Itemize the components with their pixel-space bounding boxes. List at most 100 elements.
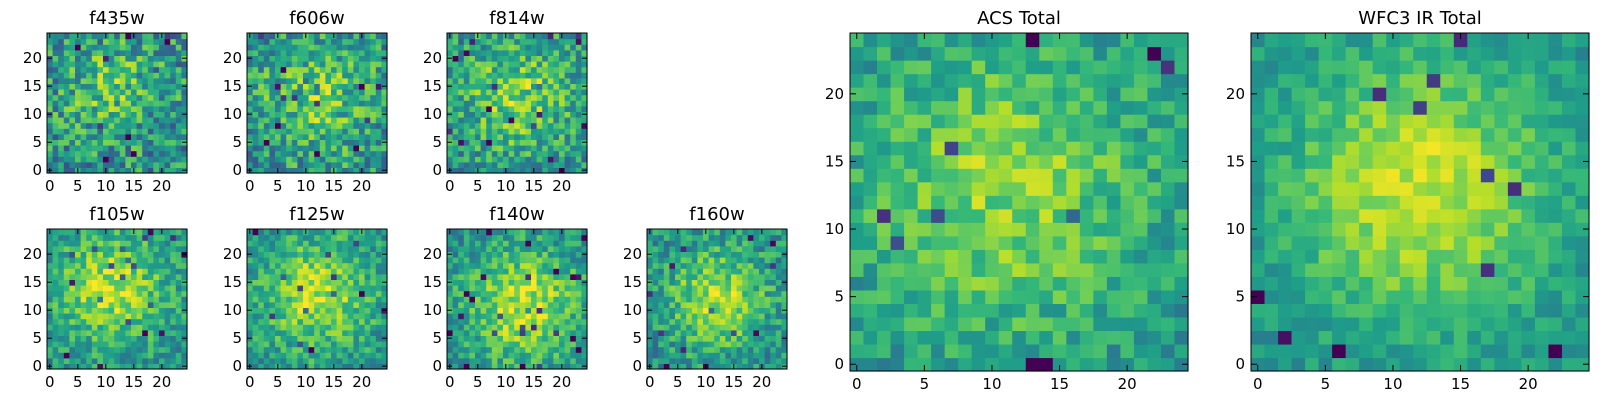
heatmap-cell	[136, 335, 143, 342]
heatmap-cell	[342, 38, 349, 45]
heatmap-cell	[497, 251, 504, 258]
heatmap-cell	[542, 61, 549, 68]
heatmap-cell	[47, 346, 54, 353]
heatmap-cell	[86, 89, 93, 96]
heatmap-cell	[931, 195, 946, 210]
heatmap-cell	[475, 335, 482, 342]
heatmap-cell	[958, 222, 973, 237]
heatmap-cell	[731, 346, 738, 353]
heatmap-cell	[375, 66, 382, 73]
heatmap-cell	[252, 251, 259, 258]
heatmap-cell	[47, 156, 54, 163]
heatmap-cell	[91, 245, 98, 252]
heatmap-cell	[497, 363, 504, 370]
heatmap-cell	[108, 229, 115, 236]
heatmap-cell	[770, 296, 777, 303]
heatmap-cell	[536, 279, 543, 286]
heatmap-cell	[364, 100, 371, 107]
heatmap-cell	[69, 117, 76, 124]
heatmap-cell	[52, 357, 59, 364]
heatmap-cell	[108, 363, 115, 370]
heatmap-cell	[159, 94, 166, 101]
heatmap-cell	[258, 117, 265, 124]
heatmap-cell	[553, 55, 560, 62]
heatmap-cell	[1174, 303, 1189, 318]
heatmap-cell	[553, 335, 560, 342]
heatmap-cell	[97, 117, 104, 124]
heatmap-cell	[108, 77, 115, 84]
heatmap-cell	[75, 111, 82, 118]
heatmap-cell	[564, 83, 571, 90]
heatmap-cell	[497, 83, 504, 90]
heatmap-cell	[553, 313, 560, 320]
heatmap-cell	[375, 167, 382, 174]
heatmap-cell	[708, 290, 715, 297]
heatmap-cell	[559, 128, 566, 135]
heatmap-cell	[247, 341, 254, 348]
heatmap-cell	[331, 335, 338, 342]
y-tick-label: 5	[32, 329, 42, 347]
heatmap-cell	[564, 133, 571, 140]
heatmap-cell	[647, 329, 654, 336]
heatmap-cell	[175, 262, 182, 269]
heatmap-cell	[1174, 168, 1189, 183]
heatmap-cell	[508, 273, 515, 280]
heatmap-cell	[181, 38, 188, 45]
heatmap-cell	[559, 357, 566, 364]
heatmap-cell	[581, 301, 588, 308]
heatmap-cell	[663, 229, 670, 236]
heatmap-cell	[91, 329, 98, 336]
heatmap-cell	[353, 105, 360, 112]
heatmap-cell	[463, 341, 470, 348]
heatmap-cell	[553, 352, 560, 359]
heatmap-cell	[742, 240, 749, 247]
heatmap-cell	[669, 318, 676, 325]
heatmap-cell	[359, 335, 366, 342]
heatmap-cell	[663, 234, 670, 241]
heatmap-cell	[714, 318, 721, 325]
heatmap-cell	[781, 313, 788, 320]
heatmap-cell	[252, 329, 259, 336]
heatmap-cell	[342, 240, 349, 247]
heatmap-cell	[159, 257, 166, 264]
heatmap-cell	[375, 89, 382, 96]
heatmap-cell	[559, 139, 566, 146]
heatmap-cell	[47, 352, 54, 359]
heatmap-cell	[736, 257, 743, 264]
heatmap-cell	[547, 145, 554, 152]
heatmap-cell	[247, 262, 254, 269]
heatmap-cell	[286, 94, 293, 101]
heatmap-cell	[347, 329, 354, 336]
heatmap-cell	[547, 161, 554, 168]
heatmap-cell	[669, 357, 676, 364]
heatmap-cell	[375, 335, 382, 342]
heatmap-cell	[364, 279, 371, 286]
heatmap-cell	[364, 128, 371, 135]
heatmap-cell	[52, 279, 59, 286]
heatmap-cell	[131, 240, 138, 247]
heatmap-cell	[314, 296, 321, 303]
heatmap-cell	[286, 111, 293, 118]
heatmap-cell	[175, 77, 182, 84]
heatmap-cell	[319, 268, 326, 275]
heatmap-cell	[69, 329, 76, 336]
heatmap-cell	[850, 181, 865, 196]
heatmap-cell	[680, 307, 687, 314]
heatmap-cell	[658, 273, 665, 280]
heatmap-cell	[375, 49, 382, 56]
heatmap-cell	[503, 156, 510, 163]
heatmap-cell	[542, 33, 549, 40]
heatmap-cell	[1106, 303, 1121, 318]
heatmap-cell	[353, 307, 360, 314]
heatmap-cell	[381, 234, 388, 241]
heatmap-cell	[570, 341, 577, 348]
heatmap-cell	[764, 262, 771, 269]
heatmap-cell	[480, 301, 487, 308]
heatmap-cell	[508, 139, 515, 146]
heatmap-cell	[519, 324, 526, 331]
heatmap-cell	[697, 268, 704, 275]
heatmap-cell	[97, 341, 104, 348]
heatmap-cell	[719, 285, 726, 292]
heatmap-cell	[731, 262, 738, 269]
